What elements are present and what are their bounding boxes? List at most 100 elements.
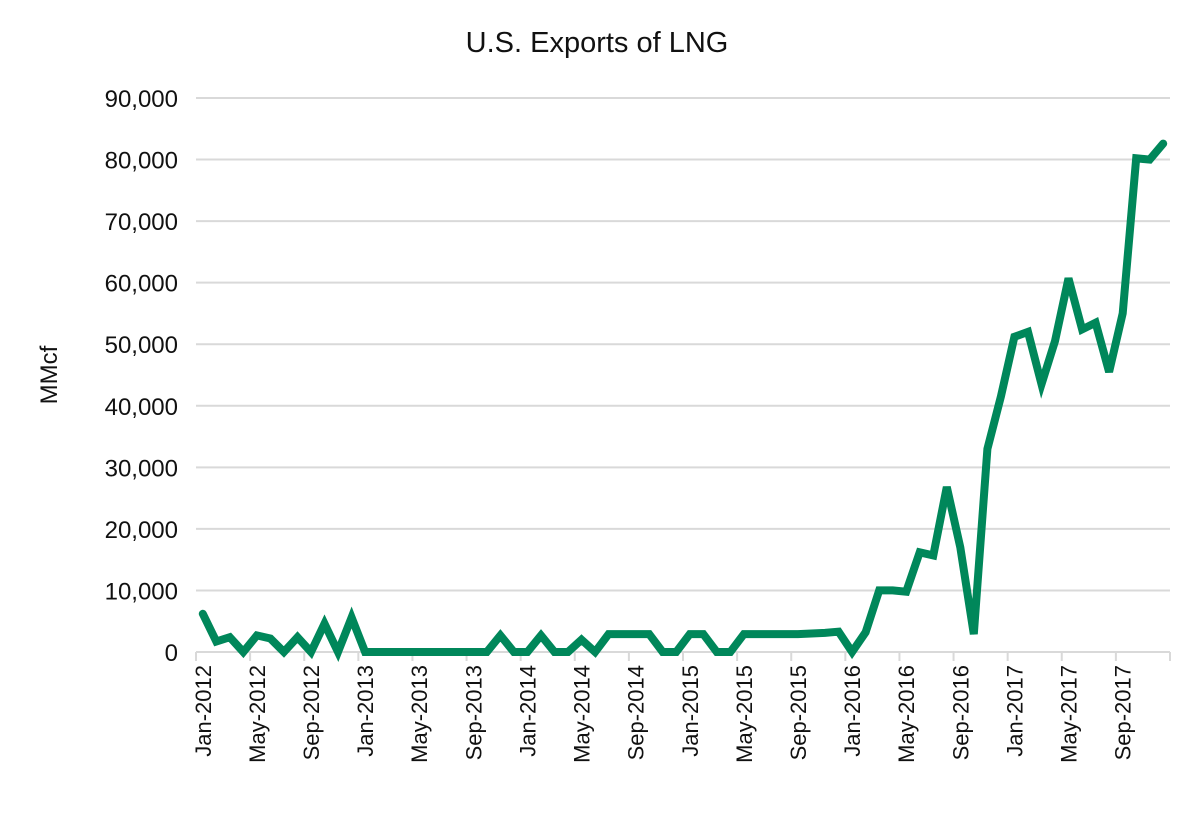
y-tick-labels: 0 10,000 20,000 30,000 40,000 50,000 60,000 70,… <box>105 86 178 667</box>
series-line <box>198 139 1168 663</box>
y-axis-label: MMcf <box>36 345 63 404</box>
y-tick-label: 30,000 <box>105 455 178 482</box>
data-point <box>1095 322 1097 324</box>
data-point <box>526 651 528 653</box>
data-point <box>486 651 488 653</box>
x-tick-label: Jan-2015 <box>678 665 703 757</box>
data-point <box>472 651 474 653</box>
data-point <box>608 633 610 635</box>
data-point <box>824 632 826 634</box>
data-point <box>296 636 298 638</box>
data-point <box>1027 331 1029 333</box>
data-point <box>283 651 285 653</box>
data-point <box>756 633 758 635</box>
data-point <box>662 651 664 653</box>
x-tick-label: Sep-2013 <box>461 665 486 760</box>
data-point <box>675 651 677 653</box>
data-point <box>946 486 948 488</box>
data-point <box>986 448 988 450</box>
data-point <box>269 637 271 639</box>
x-tick-label: Jan-2012 <box>191 665 216 757</box>
x-tick-label: Sep-2015 <box>786 665 811 760</box>
data-point <box>865 631 867 633</box>
x-tick-label: Sep-2014 <box>624 665 649 760</box>
x-tick-label: May-2013 <box>407 665 432 763</box>
series-line-group <box>198 139 1168 663</box>
data-point <box>378 651 380 653</box>
x-tick-label: May-2012 <box>245 665 270 763</box>
data-point <box>581 639 583 641</box>
data-point <box>364 651 366 653</box>
data-point <box>1162 143 1164 145</box>
y-tick-label: 50,000 <box>105 332 178 359</box>
data-point <box>391 651 393 653</box>
data-point <box>1108 371 1110 373</box>
data-point <box>1081 328 1083 330</box>
data-point <box>202 613 204 615</box>
data-point <box>770 633 772 635</box>
chart-title: U.S. Exports of LNG <box>466 27 729 59</box>
data-point <box>1013 336 1015 338</box>
data-point <box>959 546 961 548</box>
data-point <box>811 633 813 635</box>
y-tick-label: 10,000 <box>105 578 178 605</box>
data-point <box>256 634 258 636</box>
data-point <box>242 651 244 653</box>
data-point <box>689 633 691 635</box>
data-point <box>513 651 515 653</box>
data-point <box>459 651 461 653</box>
data-point <box>838 631 840 633</box>
data-point <box>337 651 339 653</box>
x-tick-label: May-2017 <box>1057 665 1082 763</box>
data-point <box>553 651 555 653</box>
data-point <box>405 651 407 653</box>
x-tick-label: May-2014 <box>570 665 595 763</box>
x-axis: Jan-2012 May-2012 Sep-2012 Jan-2013 May-2013… <box>191 652 1171 763</box>
data-point <box>1054 340 1056 342</box>
data-point <box>1135 157 1137 159</box>
x-tick-label: Jan-2017 <box>1002 665 1027 757</box>
x-tick-label: May-2016 <box>894 665 919 763</box>
data-point <box>973 633 975 635</box>
data-point <box>1122 312 1124 314</box>
y-tick-label: 70,000 <box>105 209 178 236</box>
data-point <box>1040 383 1042 385</box>
data-point <box>797 633 799 635</box>
x-tick-label: Sep-2016 <box>948 665 973 760</box>
data-point <box>1000 396 1002 398</box>
data-point <box>499 634 501 636</box>
y-tick-label: 0 <box>165 640 178 667</box>
data-point <box>919 551 921 553</box>
data-point <box>932 554 934 556</box>
data-point <box>648 633 650 635</box>
x-tick-label: Jan-2013 <box>353 665 378 757</box>
data-point <box>445 651 447 653</box>
data-point <box>729 651 731 653</box>
data-point <box>351 617 353 619</box>
data-point <box>783 633 785 635</box>
y-tick-label: 80,000 <box>105 148 178 175</box>
x-tick-label: Sep-2017 <box>1111 665 1136 760</box>
y-tick-label: 40,000 <box>105 394 178 421</box>
data-point <box>594 651 596 653</box>
x-tick-label: Jan-2014 <box>515 665 540 757</box>
data-point <box>851 651 853 653</box>
data-point <box>1149 159 1151 161</box>
data-point <box>716 651 718 653</box>
data-point <box>621 633 623 635</box>
x-tick-label: Jan-2016 <box>840 665 865 757</box>
y-tick-label: 60,000 <box>105 271 178 298</box>
data-point <box>215 641 217 643</box>
data-point <box>878 589 880 591</box>
x-tick-label: May-2015 <box>732 665 757 763</box>
data-point <box>229 636 231 638</box>
x-tick-label: Sep-2012 <box>299 665 324 760</box>
data-point <box>540 634 542 636</box>
data-point <box>1068 277 1070 279</box>
data-point <box>418 651 420 653</box>
data-point <box>635 633 637 635</box>
data-point <box>892 589 894 591</box>
data-point <box>702 633 704 635</box>
data-point <box>567 651 569 653</box>
